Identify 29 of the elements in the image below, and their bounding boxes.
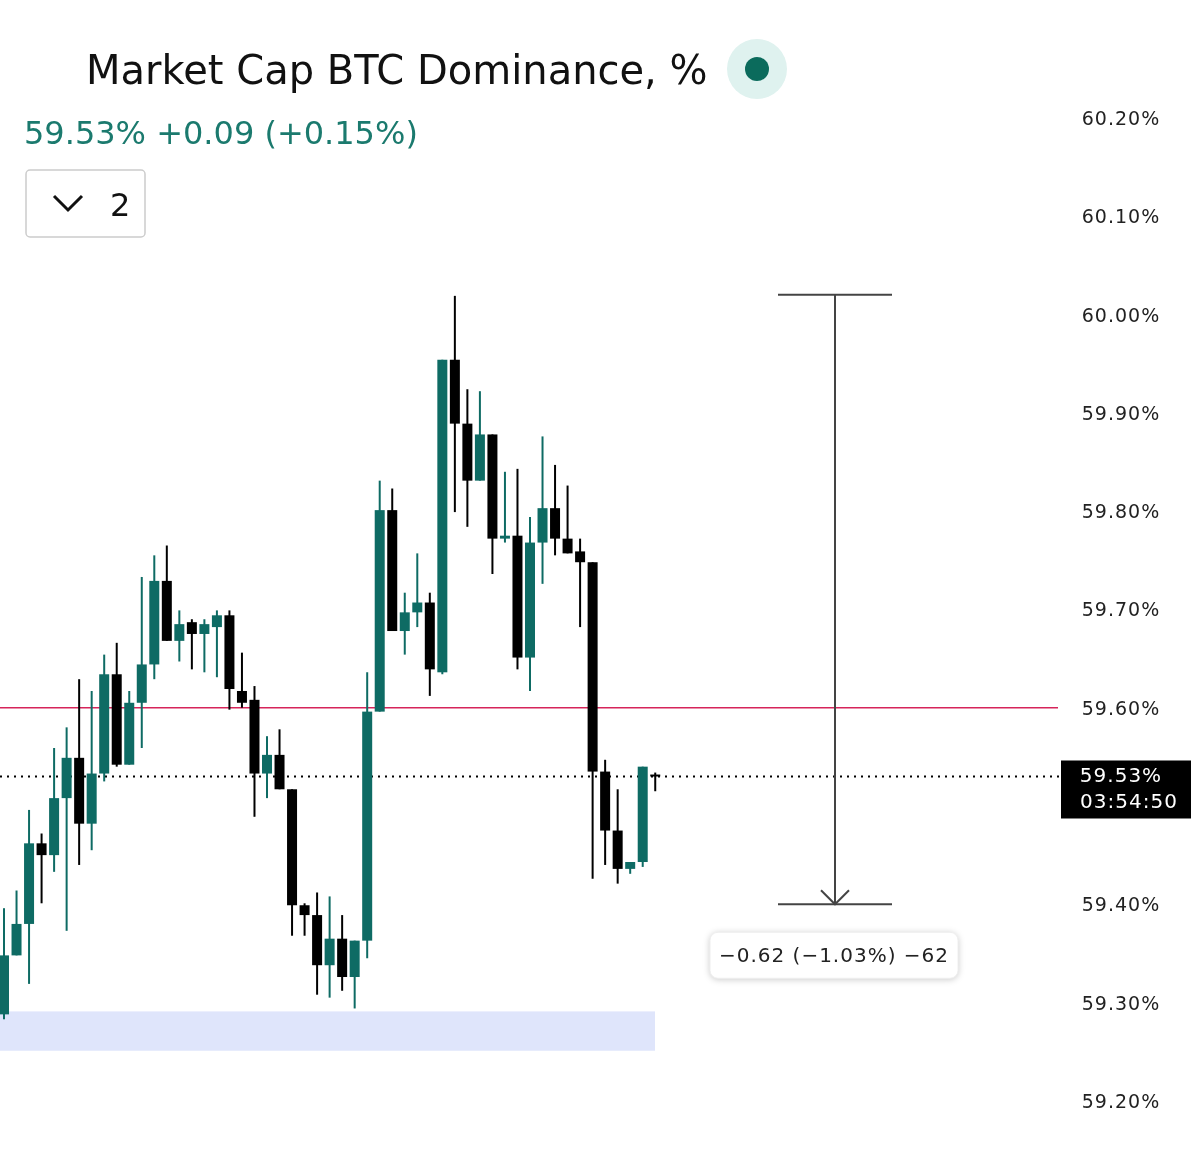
candlestick	[211, 609, 222, 679]
candlestick	[575, 537, 586, 629]
candlestick	[199, 618, 210, 674]
y-tick-label: 59.20%	[1081, 1089, 1161, 1112]
y-tick-label: 59.80%	[1081, 500, 1161, 523]
text: 59.53% +0.09 (+0.15%)	[24, 114, 418, 152]
candlestick	[174, 609, 185, 663]
candlestick	[262, 735, 272, 800]
candlestick	[562, 484, 573, 555]
y-tick-label: 59.70%	[1081, 598, 1161, 621]
annotation: 2	[110, 186, 131, 224]
candlestick	[399, 591, 410, 656]
y-tick-label: 60.10%	[1081, 205, 1161, 228]
y-tick-label: 59.30%	[1081, 991, 1161, 1014]
ref-line-label: 59.53%	[1079, 763, 1163, 788]
candlestick	[412, 552, 423, 629]
candlestick	[499, 470, 510, 544]
candlestick	[36, 832, 47, 905]
y-tick-label: 60.20%	[1081, 106, 1161, 129]
y-tick-label: 59.90%	[1081, 401, 1161, 424]
y-tick-label: 60.00%	[1081, 303, 1161, 326]
y-tick-label: 59.40%	[1081, 893, 1161, 916]
y-tick-label: 59.60%	[1081, 696, 1161, 719]
text: 03:54:50	[1080, 789, 1178, 814]
candlestick	[299, 902, 310, 937]
annotation: −0.62 (−1.03%) −62	[718, 943, 950, 968]
text: Market Cap BTC Dominance, %	[86, 47, 708, 93]
candlestick	[236, 651, 247, 709]
candlestick	[186, 618, 197, 671]
